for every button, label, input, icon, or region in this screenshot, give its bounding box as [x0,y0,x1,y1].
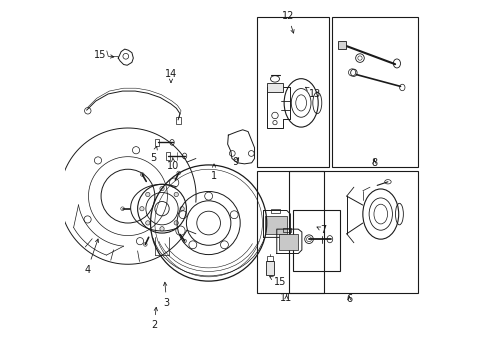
Text: 10: 10 [167,158,179,171]
Text: 13: 13 [305,87,321,99]
Circle shape [160,226,164,231]
Bar [332,17,418,167]
Text: 2: 2 [151,307,157,330]
Circle shape [145,221,150,225]
Text: 4: 4 [84,239,99,275]
Text: 9: 9 [232,157,238,167]
Circle shape [180,207,184,211]
Ellipse shape [284,79,318,127]
Text: 11: 11 [280,293,292,303]
Text: 15: 15 [269,276,285,287]
Bar [270,209,279,213]
Bar [257,17,328,167]
Bar [278,234,298,250]
Circle shape [160,186,164,191]
Circle shape [140,207,144,211]
Bar [175,117,181,125]
Text: 14: 14 [164,69,177,82]
Circle shape [174,192,178,197]
Bar [166,152,169,159]
Text: 12: 12 [281,11,293,33]
Circle shape [145,192,150,197]
Bar [266,83,283,92]
Text: 5: 5 [150,147,157,163]
Bar [292,211,339,271]
Bar [266,256,272,261]
Text: 15: 15 [94,50,114,60]
Text: 8: 8 [370,158,377,168]
Text: 6: 6 [346,294,351,304]
Bar [337,41,345,49]
Text: 3: 3 [163,282,169,308]
Bar [155,139,159,146]
Ellipse shape [362,189,398,239]
Bar [265,216,286,234]
Text: 1: 1 [210,164,217,181]
Bar [283,228,290,232]
Bar [265,261,273,275]
Bar [289,171,418,293]
Circle shape [174,221,178,225]
Bar [257,171,324,293]
Text: 7: 7 [316,225,326,235]
